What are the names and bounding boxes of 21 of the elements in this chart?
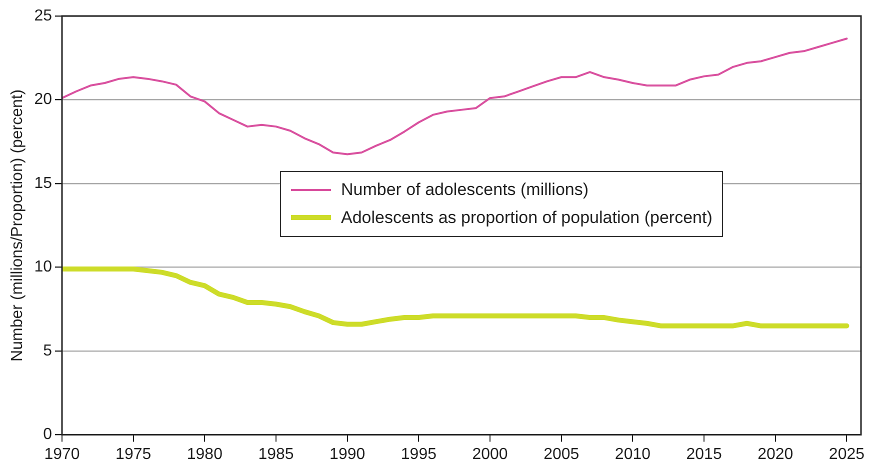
y-axis-title: Number (millions/Proportion) (percent) (9, 89, 26, 362)
x-tick-label: 1970 (44, 446, 80, 463)
x-tick-label: 2020 (758, 446, 794, 463)
legend-label: Number of adolescents (millions) (340, 180, 589, 200)
x-tick-label: 1985 (258, 446, 294, 463)
y-tick-label: 5 (43, 342, 52, 360)
legend-label: Adolescents as proportion of population (percent) (340, 208, 712, 228)
x-tick-label: 2010 (614, 446, 651, 463)
x-tick-label: 1975 (116, 446, 152, 463)
y-tick-label: 0 (43, 426, 52, 444)
y-tick-label: 25 (34, 7, 52, 24)
y-tick-label: 10 (34, 258, 52, 276)
x-tick-label: 1990 (330, 446, 366, 463)
x-tick-label: 2025 (828, 446, 865, 463)
x-tick-label: 2015 (686, 446, 722, 463)
y-tick-label: 20 (34, 91, 52, 108)
x-tick-label: 1995 (400, 446, 437, 463)
x-tick-label: 2000 (472, 446, 508, 463)
y-tick-label: 15 (34, 174, 52, 192)
x-tick-label: 2005 (544, 446, 580, 463)
x-tick-label: 1980 (186, 446, 223, 463)
